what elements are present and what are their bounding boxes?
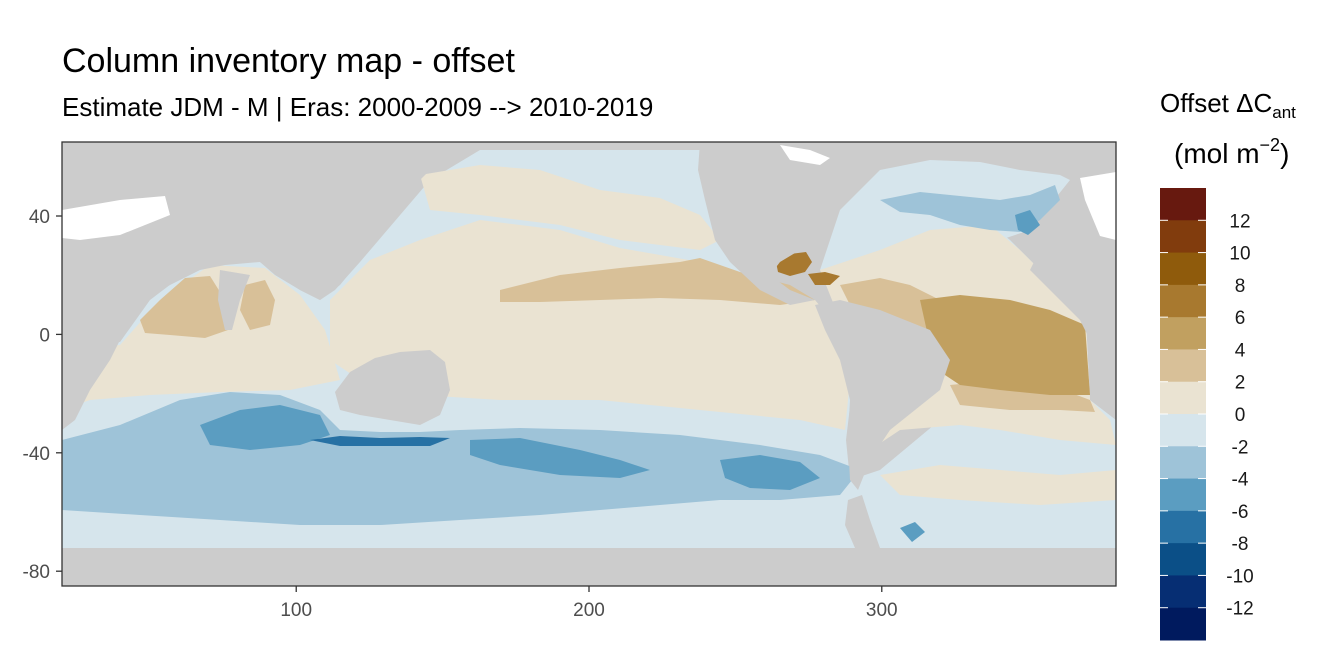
legend-color-step (1160, 284, 1206, 318)
no-data-hudson (780, 145, 830, 165)
ocean-north-pacific-beige (420, 165, 720, 250)
legend-unit: (mol m−2) (1174, 135, 1289, 169)
legend-label: -2 (1232, 437, 1249, 458)
legend-color-step (1160, 349, 1206, 383)
legend-unit-sup: −2 (1260, 135, 1281, 155)
legend-label: -10 (1226, 566, 1253, 587)
land-africa-west (62, 230, 130, 430)
land-antarctica (62, 548, 1116, 586)
legend-color-step (1160, 543, 1206, 576)
x-tick-label: 200 (573, 600, 605, 621)
ocean-north-atlantic-patch (1015, 210, 1040, 235)
x-tick-label: 100 (280, 600, 312, 621)
ocean-bay-of-bengal-tan (240, 280, 275, 330)
ocean-tropical-atlantic-ochre (920, 295, 1090, 395)
legend-color-step (1160, 510, 1206, 544)
legend-label: 4 (1235, 340, 1246, 361)
legend-color-step (1160, 252, 1206, 286)
legend-title-subscript: ant (1272, 103, 1296, 122)
land-south-america (815, 300, 950, 490)
chart-title: Column inventory map - offset (62, 42, 515, 80)
y-tick-label: 40 (29, 207, 50, 228)
legend-color-step (1160, 607, 1206, 641)
legend-label: -12 (1226, 599, 1253, 620)
y-tick-label: -80 (23, 562, 50, 583)
legend-color-step (1160, 414, 1206, 447)
x-tick-label: 300 (866, 600, 898, 621)
legend-labels: 12 10 8 6 4 2 0 -2 -4 -6 -8 -10 -12 (1160, 211, 1254, 620)
ocean-pacific-tan-band (500, 258, 815, 305)
legend-unit-open: (mol m (1174, 138, 1260, 169)
land-asia-north (62, 142, 480, 335)
legend-label: 6 (1235, 308, 1246, 329)
chart-subtitle: Estimate JDM - M | Eras: 2000-2009 --> 2… (62, 92, 654, 122)
legend-label: -4 (1232, 470, 1249, 491)
legend-title-delta: ΔC (1236, 88, 1272, 118)
y-axis: 40 0 -40 -80 (23, 207, 62, 583)
x-axis: 100 200 300 (280, 586, 898, 621)
legend-color-step (1160, 446, 1206, 480)
map-heatmap (62, 142, 1116, 586)
legend-color-step (1160, 188, 1206, 221)
y-tick-label: -40 (23, 444, 50, 465)
legend-label: -6 (1232, 502, 1249, 523)
land-north-america (698, 142, 1116, 305)
ocean-antarctic-light (62, 538, 1116, 552)
ocean-southern-pacific-blue (470, 438, 650, 478)
legend-unit-close: ) (1280, 138, 1289, 169)
land-antarctic-peninsula (845, 495, 880, 548)
legend-colorbar (1160, 188, 1206, 641)
legend-label: 0 (1235, 405, 1246, 426)
legend-color-step (1160, 220, 1206, 254)
ocean-southern-indian-blue (200, 405, 330, 450)
legend-color-step (1160, 317, 1206, 350)
ocean-southern-australia-dark (310, 436, 450, 446)
legend-label: 12 (1229, 211, 1250, 232)
land-india (218, 270, 250, 330)
ocean-caribbean (808, 272, 840, 285)
legend-color-step (1160, 575, 1206, 609)
legend-color-step (1160, 478, 1206, 512)
ocean-arabian-sea-tan (140, 276, 228, 338)
y-tick-label: 0 (39, 325, 50, 346)
ocean-south-atlantic-beige (880, 465, 1116, 505)
land-australia (335, 350, 450, 425)
no-data-arctic-nw (62, 196, 170, 240)
ocean-southern-east-pacific-blue (720, 455, 820, 490)
legend-title-prefix: Offset (1160, 88, 1236, 118)
legend-color-step (1160, 381, 1206, 415)
legend-label: 2 (1235, 373, 1246, 394)
land-africa-europe (1030, 200, 1116, 410)
legend-title: Offset ΔCant (1160, 88, 1296, 122)
legend-label: 8 (1235, 276, 1246, 297)
legend-label: -8 (1232, 534, 1249, 555)
no-data-arctic-ne (1080, 172, 1116, 240)
ocean-north-atlantic-blue (880, 185, 1060, 232)
ocean-south-atlantic-blue-patch (900, 522, 925, 542)
legend-label: 10 (1229, 244, 1250, 265)
